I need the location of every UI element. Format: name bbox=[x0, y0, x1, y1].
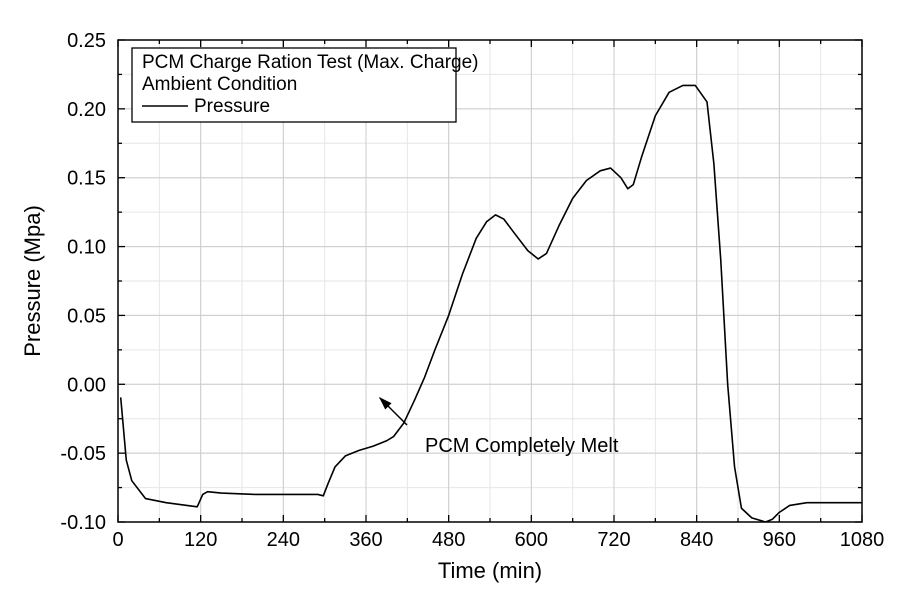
y-tick-label: 0.20 bbox=[67, 99, 106, 121]
x-tick-label: 480 bbox=[432, 529, 465, 551]
legend-line: PCM Charge Ration Test (Max. Charge) bbox=[142, 52, 479, 73]
y-tick-label: -0.10 bbox=[60, 512, 106, 534]
x-axis-label: Time (min) bbox=[438, 558, 542, 583]
x-tick-label: 840 bbox=[680, 529, 713, 551]
chart-container: { "chart": { "type": "line", "width": 90… bbox=[0, 0, 900, 608]
x-tick-label: 1080 bbox=[840, 529, 885, 551]
y-tick-label: 0.00 bbox=[67, 374, 106, 396]
x-tick-label: 600 bbox=[515, 529, 548, 551]
legend-line: Ambient Condition bbox=[142, 74, 297, 95]
y-axis-label: Pressure (Mpa) bbox=[20, 205, 45, 357]
pressure-chart: 0 120 240 360 480 600 720 840 960 1080 -0.10 -0.05 0… bbox=[0, 0, 900, 608]
x-tick-label: 360 bbox=[349, 529, 382, 551]
y-tick-label: 0.15 bbox=[67, 168, 106, 190]
legend-line: Pressure bbox=[194, 96, 270, 117]
x-tick-label: 240 bbox=[267, 529, 300, 551]
annotation-text: PCM Completely Melt bbox=[425, 435, 619, 457]
x-tick-label: 0 bbox=[112, 529, 123, 551]
y-tick-label: 0.10 bbox=[67, 237, 106, 259]
y-tick-label: 0.25 bbox=[67, 30, 106, 52]
y-tick-label: -0.05 bbox=[60, 443, 106, 465]
x-tick-label: 720 bbox=[597, 529, 630, 551]
x-tick-label: 120 bbox=[184, 529, 217, 551]
x-tick-label: 960 bbox=[763, 529, 796, 551]
y-tick-label: 0.05 bbox=[67, 305, 106, 327]
